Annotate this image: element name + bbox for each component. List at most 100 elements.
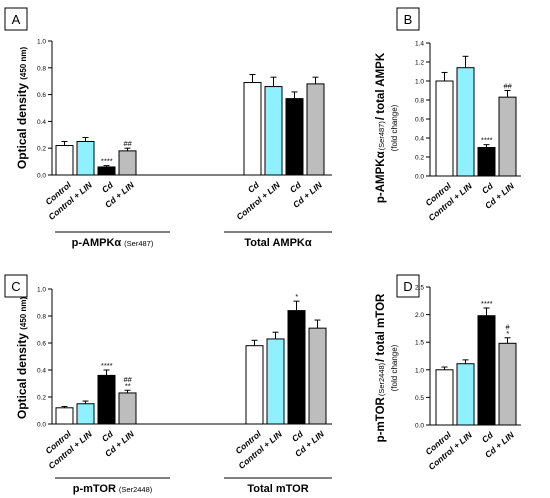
significance-label: ## bbox=[503, 82, 512, 91]
significance-label: # bbox=[505, 322, 510, 331]
significance-label: ** bbox=[125, 381, 132, 390]
y-axis-title-text: p-mTOR bbox=[375, 396, 387, 442]
significance-label: **** bbox=[101, 361, 114, 370]
y-axis-unit: (fold change) bbox=[390, 344, 399, 391]
y-axis-title-text: Optical density bbox=[15, 83, 29, 169]
group-label: Total AMPKα bbox=[244, 237, 311, 249]
y-axis-title-rest: / total mTOR bbox=[375, 293, 387, 362]
y-axis-title: p-AMPKα(Ser487)/ total AMPK bbox=[375, 52, 387, 203]
bar bbox=[435, 80, 454, 177]
y-axis-title: Optical density (450 nm) bbox=[15, 47, 29, 170]
y-axis-unit: (450 nm) bbox=[19, 297, 28, 330]
y-tick-label: 0.4 bbox=[37, 368, 46, 375]
bar bbox=[76, 403, 95, 425]
y-tick-label: 0.5 bbox=[415, 395, 424, 402]
y-axis-title: Optical density (450 nm) bbox=[15, 297, 29, 420]
y-tick-label: 0.8 bbox=[37, 65, 46, 72]
y-tick-label: 0.2 bbox=[415, 155, 424, 162]
bar bbox=[308, 327, 327, 425]
significance-label: ## bbox=[123, 139, 132, 148]
y-axis-label: p-mTOR(Ser2448)/ total mTOR(fold change) bbox=[375, 293, 399, 442]
y-axis-subscript: (Ser487) bbox=[377, 121, 386, 151]
y-tick-label: 1.4 bbox=[415, 41, 424, 48]
panel-label-box bbox=[4, 274, 28, 298]
y-tick-label: 0.6 bbox=[415, 117, 424, 124]
panel-label: C bbox=[11, 279, 20, 294]
y-tick-label: 2.0 bbox=[415, 312, 424, 319]
significance-label: * bbox=[295, 292, 299, 301]
bar bbox=[97, 166, 116, 176]
y-tick-label: 2.5 bbox=[415, 285, 424, 292]
group-label-sub: (Ser2448) bbox=[119, 485, 153, 494]
y-axis-unit: (fold change) bbox=[390, 104, 399, 151]
panel-label: A bbox=[12, 12, 21, 27]
y-axis-title-rest: / total AMPK bbox=[375, 52, 387, 120]
group-label: p-mTOR (Ser2448) bbox=[73, 483, 153, 495]
bar bbox=[306, 83, 325, 176]
panel-label: B bbox=[404, 12, 413, 27]
y-tick-label: 0.0 bbox=[415, 423, 424, 430]
bar bbox=[118, 392, 137, 425]
y-axis-label: p-AMPKα(Ser487)/ total AMPK(fold change) bbox=[375, 52, 399, 203]
y-tick-label: 0.0 bbox=[37, 173, 46, 180]
y-tick-label: 1.5 bbox=[415, 340, 424, 347]
bar bbox=[264, 86, 283, 176]
panel-label: D bbox=[403, 279, 412, 294]
significance-label: ## bbox=[123, 375, 132, 384]
group-label-text: Total mTOR bbox=[247, 483, 308, 495]
bar bbox=[97, 374, 116, 425]
group-label-text: p-AMPKα bbox=[72, 237, 122, 249]
y-tick-label: 0.2 bbox=[37, 146, 46, 153]
group-label-text: Total AMPKα bbox=[244, 237, 311, 249]
y-axis-title: p-mTOR(Ser2448)/ total mTOR bbox=[375, 293, 387, 442]
panel-label-box bbox=[396, 274, 420, 298]
y-tick-label: 0.6 bbox=[37, 341, 46, 348]
y-tick-label: 0.0 bbox=[37, 422, 46, 429]
bar bbox=[55, 407, 74, 425]
bar bbox=[477, 147, 496, 177]
bar bbox=[287, 310, 306, 425]
y-axis-subscript: (Ser2448) bbox=[377, 362, 386, 396]
bar bbox=[245, 345, 264, 425]
y-tick-label: 0.2 bbox=[37, 395, 46, 402]
panel-label-box bbox=[396, 7, 420, 31]
group-label: Total mTOR bbox=[247, 483, 308, 495]
y-tick-label: 1.0 bbox=[415, 79, 424, 86]
bar bbox=[435, 369, 454, 426]
y-tick-label: 0.4 bbox=[415, 136, 424, 143]
bar bbox=[118, 150, 137, 176]
y-tick-label: 0.4 bbox=[37, 119, 46, 126]
group-label-text: p-mTOR bbox=[73, 483, 116, 495]
y-tick-label: 1.0 bbox=[37, 39, 46, 46]
bar bbox=[243, 82, 262, 176]
bar bbox=[285, 98, 304, 176]
y-axis-title-text: p-AMPKα bbox=[375, 151, 387, 203]
group-label: p-AMPKα (Ser487) bbox=[72, 237, 154, 249]
bar bbox=[76, 141, 95, 176]
panel-label-box bbox=[4, 7, 28, 31]
y-axis-label: Optical density (450 nm) bbox=[15, 47, 29, 170]
bar bbox=[498, 342, 517, 426]
bar bbox=[498, 96, 517, 177]
bar bbox=[55, 145, 74, 176]
y-tick-label: 0.8 bbox=[415, 98, 424, 105]
significance-label: **** bbox=[481, 136, 494, 145]
y-tick-label: 0.0 bbox=[415, 174, 424, 181]
y-axis-title-text: Optical density bbox=[15, 333, 29, 419]
y-tick-label: 0.8 bbox=[37, 314, 46, 321]
y-axis-label: Optical density (450 nm) bbox=[15, 297, 29, 420]
significance-label: * bbox=[506, 329, 510, 338]
bar bbox=[456, 67, 475, 177]
bar bbox=[266, 338, 285, 425]
significance-label: **** bbox=[101, 157, 114, 166]
y-tick-label: 0.6 bbox=[37, 92, 46, 99]
bar bbox=[477, 315, 496, 426]
group-label-sub: (Ser487) bbox=[124, 239, 154, 248]
y-tick-label: 1.2 bbox=[415, 60, 424, 67]
y-tick-label: 1.0 bbox=[37, 287, 46, 294]
significance-label: **** bbox=[481, 299, 494, 308]
y-axis-unit: (450 nm) bbox=[19, 47, 28, 80]
y-tick-label: 1.0 bbox=[415, 367, 424, 374]
bar bbox=[456, 363, 475, 426]
